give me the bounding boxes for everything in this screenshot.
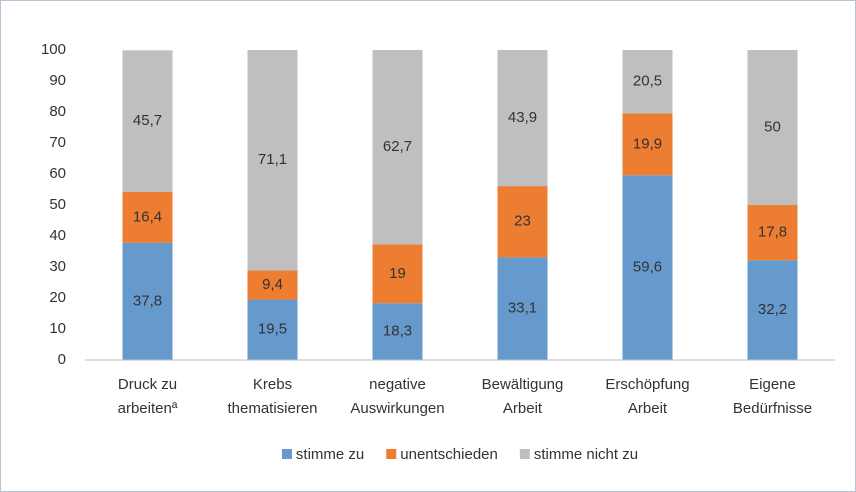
y-tick-label: 30 bbox=[49, 258, 66, 275]
x-tick-label: Erschöpfung bbox=[605, 376, 689, 393]
y-tick-label: 80 bbox=[49, 103, 66, 120]
y-tick-label: 20 bbox=[49, 289, 66, 306]
y-tick-label: 100 bbox=[41, 41, 66, 58]
x-tick-label: Auswirkungen bbox=[350, 400, 444, 417]
data-label: 43,9 bbox=[508, 109, 537, 126]
data-label: 23 bbox=[514, 213, 531, 230]
bar-segment bbox=[372, 303, 423, 360]
legend-label: stimme nicht zu bbox=[534, 446, 638, 463]
legend: stimme zu unentschieden stimme nicht zu bbox=[281, 446, 638, 463]
bar-segment bbox=[622, 175, 673, 360]
data-label: 59,6 bbox=[633, 259, 662, 276]
data-label: 50 bbox=[764, 118, 781, 135]
data-label: 9,4 bbox=[262, 276, 283, 293]
y-tick-label: 90 bbox=[49, 72, 66, 89]
bar-segment bbox=[497, 50, 548, 187]
bar-segment bbox=[622, 113, 673, 176]
x-tick-label: Eigene bbox=[749, 376, 796, 393]
data-label: 19 bbox=[389, 265, 406, 282]
bar-segment bbox=[247, 270, 298, 300]
bar-segment bbox=[372, 244, 423, 304]
data-label: 19,9 bbox=[633, 135, 662, 152]
data-label: 18,3 bbox=[383, 323, 412, 340]
bar-segment bbox=[497, 257, 548, 360]
legend-swatch bbox=[281, 449, 292, 459]
data-label: 32,2 bbox=[758, 301, 787, 318]
x-tick-label: Arbeit bbox=[503, 400, 543, 417]
bar-segment bbox=[497, 186, 548, 258]
legend-label: unentschieden bbox=[400, 446, 498, 463]
bar-segment bbox=[122, 50, 173, 192]
data-label: 45,7 bbox=[133, 112, 162, 129]
y-tick-label: 50 bbox=[49, 196, 66, 213]
bar-segment bbox=[122, 191, 173, 243]
x-tick-label: Bedürfnisse bbox=[733, 400, 812, 417]
data-label: 33,1 bbox=[508, 300, 537, 317]
data-label: 71,1 bbox=[258, 151, 287, 168]
x-tick-label: Krebs bbox=[253, 376, 292, 393]
data-label: 17,8 bbox=[758, 224, 787, 241]
bar-segment bbox=[747, 205, 798, 261]
legend-label: stimme zu bbox=[296, 446, 364, 463]
bar-segment bbox=[622, 50, 673, 114]
x-tick-label: Arbeit bbox=[628, 400, 668, 417]
y-tick-label: 0 bbox=[58, 351, 66, 368]
y-tick-label: 70 bbox=[49, 134, 66, 151]
legend-swatch bbox=[386, 449, 397, 459]
y-tick-label: 60 bbox=[49, 165, 66, 182]
bar-segment bbox=[747, 260, 798, 360]
legend-swatch bbox=[519, 449, 530, 459]
data-label: 20,5 bbox=[633, 73, 662, 90]
x-tick-label: negative bbox=[369, 376, 426, 393]
bar-segment bbox=[247, 299, 298, 360]
data-label: 37,8 bbox=[133, 292, 162, 309]
x-tick-label: thematisieren bbox=[227, 400, 317, 417]
y-tick-label: 10 bbox=[49, 320, 66, 337]
x-tick-label: arbeitenª bbox=[118, 400, 178, 417]
x-tick-label: Bewältigung bbox=[482, 376, 564, 393]
data-label: 16,4 bbox=[133, 208, 162, 225]
bar-segment bbox=[372, 50, 423, 245]
x-tick-label: Druck zu bbox=[118, 376, 177, 393]
data-label: 62,7 bbox=[383, 138, 412, 155]
y-tick-label: 40 bbox=[49, 227, 66, 244]
bar-segment bbox=[247, 50, 298, 271]
bar-segment bbox=[747, 50, 798, 205]
data-label: 19,5 bbox=[258, 321, 287, 338]
bar-segment bbox=[122, 242, 173, 360]
